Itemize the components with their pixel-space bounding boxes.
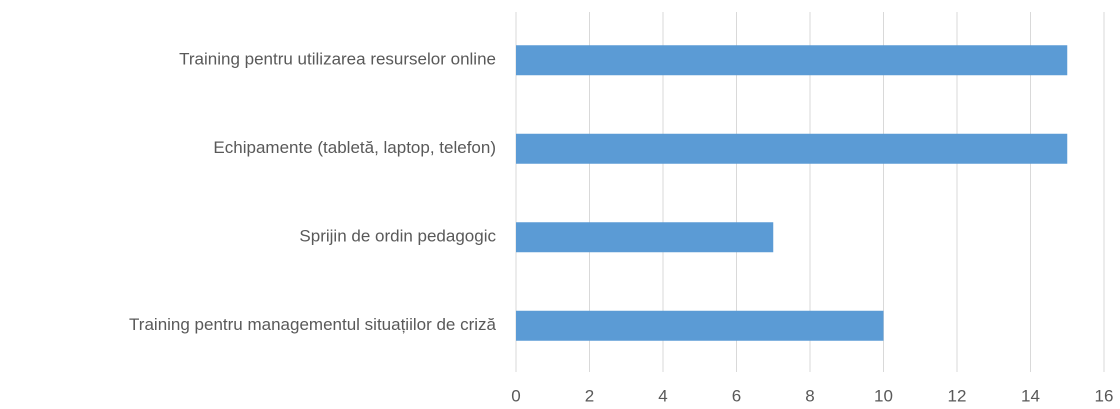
x-tick-label: 4 (658, 386, 667, 405)
x-tick-label: 6 (732, 386, 741, 405)
bar (516, 45, 1068, 76)
y-tick-label: Echipamente (tabletă, laptop, telefon) (213, 138, 496, 157)
x-tick-label: 16 (1095, 386, 1114, 405)
y-tick-label: Training pentru managementul situațiilor… (129, 315, 496, 334)
y-tick-label: Training pentru utilizarea resurselor on… (179, 50, 496, 69)
bar (516, 222, 774, 253)
x-tick-label: 14 (1021, 386, 1040, 405)
bar (516, 310, 884, 341)
y-tick-label: Sprijin de ordin pedagogic (299, 227, 496, 246)
x-tick-label: 12 (948, 386, 967, 405)
x-tick-label: 2 (585, 386, 594, 405)
x-tick-label: 8 (805, 386, 814, 405)
bar (516, 133, 1068, 164)
x-tick-label: 10 (874, 386, 893, 405)
x-tick-label: 0 (511, 386, 520, 405)
